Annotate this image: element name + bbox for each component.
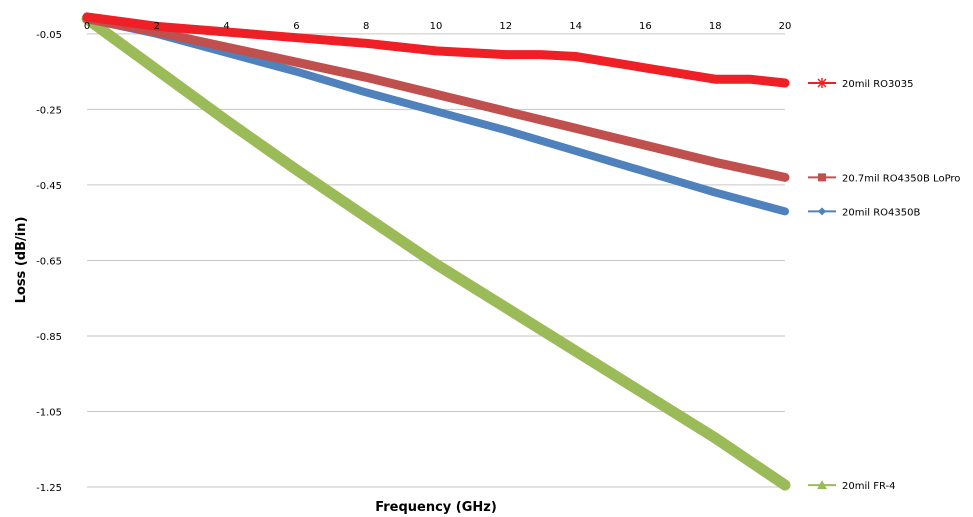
y-tick-label: -1.25 [36, 483, 62, 494]
x-tick-label: 10 [430, 21, 443, 32]
y-tick-label: -1.05 [36, 407, 62, 418]
legend-label: 20mil RO4350B [842, 207, 920, 218]
legend: 20mil RO3035 20.7mil RO4350B LoPro 20mil R… [808, 77, 960, 492]
y-tick-label: -0.25 [36, 105, 62, 116]
legend-marker-diamond [818, 207, 826, 216]
series-line-3 [81, 13, 791, 491]
plot-area [81, 12, 791, 491]
x-tick-label: 0 [84, 21, 90, 32]
series-line-0 [82, 12, 790, 88]
legend-label: 20.7mil RO4350B LoPro [842, 173, 960, 184]
x-tick-label: 8 [363, 21, 369, 32]
y-axis-title: Loss (dB/in) [14, 217, 29, 304]
x-tick-label: 16 [639, 21, 652, 32]
legend-entry-3: 20mil FR-4 [808, 480, 895, 492]
y-tick-label: -0.85 [36, 332, 62, 343]
legend-marker-star [817, 77, 827, 88]
y-tick-label: -0.05 [36, 30, 62, 41]
legend-entry-1: 20.7mil RO4350B LoPro [808, 173, 960, 184]
series-line-1 [82, 14, 790, 182]
x-tick-label: 18 [709, 21, 722, 32]
x-tick-label: 20 [779, 21, 792, 32]
x-tick-label: 6 [293, 21, 299, 32]
legend-marker-triangle [817, 480, 827, 490]
x-tick-label: 2 [154, 21, 160, 32]
legend-entry-0: 20mil RO3035 [808, 77, 913, 90]
x-tick-label: 14 [569, 21, 582, 32]
y-tick-label: -0.45 [36, 181, 62, 192]
x-axis-ticks: 0 2 4 6 8 10 12 14 16 18 20 [84, 21, 792, 32]
x-axis-title: Frequency (GHz) [375, 500, 497, 515]
legend-marker-square [818, 173, 826, 182]
legend-entry-2: 20mil RO4350B [808, 207, 920, 218]
y-axis-ticks: -0.05 -0.25 -0.45 -0.65 -0.85 -1.05 -1.25 [36, 30, 62, 494]
legend-label: 20mil FR-4 [842, 481, 895, 492]
legend-label: 20mil RO3035 [842, 79, 913, 90]
x-tick-label: 4 [223, 21, 229, 32]
x-tick-label: 12 [499, 21, 512, 32]
y-tick-label: -0.65 [36, 256, 62, 267]
